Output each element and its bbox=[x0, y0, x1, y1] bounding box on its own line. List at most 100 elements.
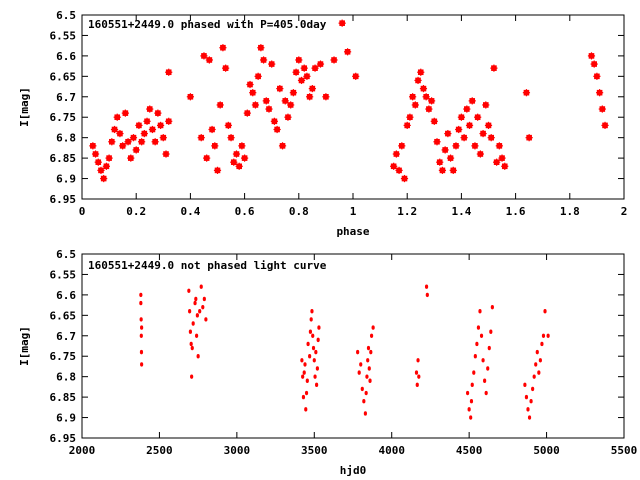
phased-data-point bbox=[409, 93, 417, 101]
unphased-data-point bbox=[489, 329, 493, 334]
unphased-data-point bbox=[316, 337, 320, 343]
phased-data-point bbox=[403, 121, 411, 129]
phased-data-point bbox=[596, 89, 604, 97]
unphased-x-tick-label: 4000 bbox=[378, 444, 405, 457]
phased-x-tick-label: 0.2 bbox=[126, 205, 146, 218]
unphased-data-point bbox=[465, 390, 470, 396]
unphased-data-point bbox=[487, 345, 491, 351]
unphased-y-axis: 6.5 6.55 6.6 6.65 6.7 6.75 6.8 6.85 6.9 6.95 bbox=[50, 248, 624, 445]
phased-data-point bbox=[110, 125, 119, 134]
phased-y-tick-label: 6.9 bbox=[56, 173, 76, 186]
phased-data-point bbox=[444, 129, 452, 138]
unphased-data-point bbox=[484, 390, 488, 396]
unphased-x-tick-label: 3500 bbox=[301, 444, 328, 457]
phased-data-point bbox=[460, 134, 468, 142]
phased-data-point bbox=[249, 89, 257, 97]
phased-data-point bbox=[200, 52, 208, 60]
unphased-data-point bbox=[194, 333, 199, 338]
phased-data-point bbox=[343, 48, 352, 56]
phased-data-point bbox=[219, 44, 227, 52]
phased-data-point bbox=[203, 154, 211, 162]
phased-data-point bbox=[281, 97, 289, 105]
phased-data-point bbox=[449, 166, 457, 174]
phased-x-tick-label: 1 bbox=[350, 205, 357, 218]
phased-plot-frame bbox=[81, 14, 625, 200]
phased-y-label: I[mag] bbox=[18, 87, 31, 127]
unphased-data-point bbox=[311, 333, 315, 338]
phased-x-tick-label: 0.4 bbox=[180, 205, 200, 218]
phased-x-tick-label: 0 bbox=[79, 205, 86, 218]
phased-data-point bbox=[238, 142, 246, 150]
unphased-data-point bbox=[490, 304, 494, 310]
unphased-data-point bbox=[196, 354, 200, 359]
unphased-data-point bbox=[546, 333, 550, 338]
unphased-data-point bbox=[362, 399, 366, 404]
phased-y-axis: 6.5 6.55 6.6 6.65 6.7 6.75 6.8 6.85 6.9 6.95 bbox=[50, 9, 624, 206]
phased-data-point bbox=[273, 125, 281, 134]
phased-data-point bbox=[100, 174, 108, 183]
phased-data-point bbox=[406, 113, 414, 121]
phased-data-point bbox=[390, 162, 398, 170]
unphased-data-point bbox=[417, 374, 421, 379]
phased-data-point bbox=[452, 142, 460, 150]
phased-data-point bbox=[216, 101, 224, 109]
unphased-data-point bbox=[193, 300, 197, 306]
unphased-x-tick-label: 5000 bbox=[533, 444, 560, 457]
phased-data-point bbox=[89, 142, 97, 150]
phased-x-tick-label: 0.8 bbox=[289, 205, 309, 218]
phased-data-point bbox=[197, 134, 205, 142]
unphased-plot-frame bbox=[81, 253, 625, 439]
unphased-data-point bbox=[302, 370, 306, 375]
phased-data-point bbox=[487, 134, 495, 142]
unphased-data-point bbox=[368, 378, 372, 383]
phased-data-point bbox=[135, 121, 143, 129]
phased-data-point bbox=[230, 158, 238, 166]
unphased-data-point bbox=[301, 374, 305, 379]
phased-data-point bbox=[108, 138, 116, 146]
phased-y-tick-label: 6.95 bbox=[50, 193, 77, 206]
phased-data-point bbox=[465, 121, 474, 129]
phased-data-point bbox=[224, 121, 232, 129]
phased-data-point bbox=[438, 166, 447, 174]
phased-data-point bbox=[186, 93, 194, 101]
unphased-data-point bbox=[537, 370, 541, 375]
unphased-y-tick-label: 6.75 bbox=[50, 350, 77, 363]
unphased-data-point bbox=[371, 325, 375, 330]
phased-data-point bbox=[97, 166, 105, 174]
unphased-data-point bbox=[472, 370, 476, 375]
unphased-chart-title: 160551+2449.0 not phased light curve bbox=[88, 259, 327, 272]
phased-data-point bbox=[352, 72, 360, 80]
phased-data-point bbox=[476, 150, 484, 158]
phased-chart-title: 160551+2449.0 phased with P=405.0day bbox=[88, 18, 327, 31]
unphased-data-points bbox=[139, 284, 550, 420]
phased-data-point bbox=[493, 158, 501, 166]
unphased-data-point bbox=[204, 317, 208, 322]
unphased-data-point bbox=[469, 415, 473, 420]
phased-data-point bbox=[113, 113, 121, 121]
unphased-data-point bbox=[300, 358, 304, 363]
phased-data-point bbox=[211, 142, 219, 150]
unphased-data-point bbox=[194, 296, 198, 302]
phased-data-point bbox=[338, 19, 346, 27]
phased-x-tick-label: 1.4 bbox=[451, 205, 471, 218]
unphased-data-point bbox=[529, 399, 533, 404]
unphased-data-point bbox=[475, 341, 479, 347]
phased-data-point bbox=[395, 166, 403, 174]
unphased-data-point bbox=[201, 304, 205, 310]
phased-data-point bbox=[463, 105, 471, 113]
unphased-y-tick-label: 6.5 bbox=[56, 248, 76, 261]
phased-data-point bbox=[495, 142, 503, 150]
phased-x-label: phase bbox=[336, 225, 369, 238]
phased-data-point bbox=[105, 154, 113, 162]
unphased-data-point bbox=[308, 329, 313, 334]
unphased-data-point bbox=[305, 378, 309, 383]
unphased-data-point bbox=[486, 366, 490, 371]
phased-data-point bbox=[474, 113, 482, 121]
unphased-data-point bbox=[532, 374, 536, 379]
phased-data-point bbox=[392, 150, 400, 158]
unphased-data-point bbox=[523, 382, 527, 388]
unphased-data-point bbox=[478, 309, 482, 314]
phased-data-point bbox=[276, 85, 284, 93]
phased-data-point bbox=[587, 52, 596, 60]
unphased-data-point bbox=[526, 407, 530, 412]
